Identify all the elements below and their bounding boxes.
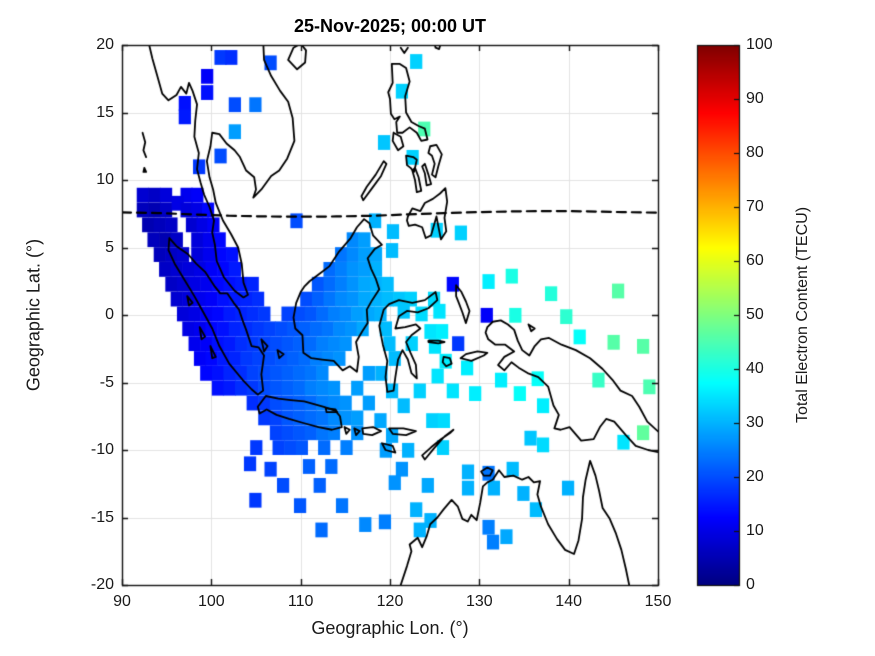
plot-title: 25-Nov-2025; 00:00 UT bbox=[293, 16, 487, 36]
colorbar-tick-label: 70 bbox=[746, 198, 764, 215]
x-tick-label: 150 bbox=[644, 593, 672, 610]
y-tick-label: 10 bbox=[96, 171, 114, 188]
colorbar-tick-label: 30 bbox=[746, 414, 764, 431]
x-tick-label: 90 bbox=[113, 593, 131, 610]
x-axis-label: Geographic Lon. (°) bbox=[311, 618, 469, 638]
colorbar-tick-label: 90 bbox=[746, 90, 764, 107]
y-tick-label: -15 bbox=[90, 508, 114, 526]
colorbar-tick-label: 60 bbox=[746, 252, 764, 269]
y-tick-label: 20 bbox=[96, 36, 114, 53]
colorbar-tick-label: 10 bbox=[746, 522, 764, 539]
x-tick-label: 110 bbox=[287, 593, 314, 610]
colorbar-tick-label: 100 bbox=[746, 36, 773, 53]
colorbar-tick-label: 0 bbox=[746, 576, 755, 593]
y-tick-label: -5 bbox=[99, 373, 114, 391]
y-tick-label: -20 bbox=[90, 576, 114, 593]
y-tick-label: 0 bbox=[105, 306, 114, 323]
x-tick-label: 130 bbox=[465, 593, 493, 610]
colorbar-tick-label: 80 bbox=[746, 144, 764, 161]
x-tick-label: 100 bbox=[197, 593, 225, 610]
y-tick-label: 5 bbox=[105, 238, 114, 256]
x-tick-label: 120 bbox=[376, 593, 404, 610]
y-axis-label: Geographic Lat. (°) bbox=[23, 238, 44, 392]
colorbar-tick-label: 50 bbox=[746, 306, 764, 323]
colorbar-label: Total Electron Content (TECU) bbox=[794, 206, 811, 424]
colorbar-tick-label: 40 bbox=[746, 360, 764, 377]
x-tick-label: 140 bbox=[555, 593, 582, 610]
colorbar-tick-label: 20 bbox=[746, 468, 764, 485]
y-tick-label: -10 bbox=[90, 441, 114, 458]
y-tick-label: 15 bbox=[96, 103, 114, 121]
